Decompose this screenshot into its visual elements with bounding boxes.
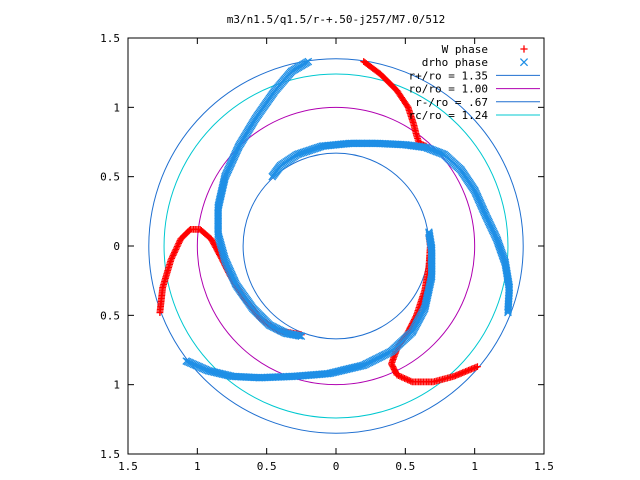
legend-swatch (519, 58, 529, 67)
legend-label: rc/ro = 1.24 (409, 109, 489, 122)
y-tick-label: 0.5 (100, 171, 120, 184)
legend-swatch (520, 45, 528, 53)
legend-label: ro/ro = 1.00 (409, 83, 488, 96)
x-tick-label: 0.5 (257, 460, 277, 473)
x-axis: 1.5 1 0.5 0 0.5 1 1.5 (118, 38, 554, 473)
x-tick-label: 1 (194, 460, 201, 473)
y-tick-label: 1.5 (100, 448, 120, 461)
data-series (156, 57, 514, 386)
circle-1 (196, 106, 476, 386)
chart-title: m3/n1.5/q1.5/r-+.50-j257/M7.0/512 (227, 13, 446, 26)
y-tick-label: 0 (113, 240, 120, 253)
y-tick-label: 1.5 (100, 32, 120, 45)
x-tick-label: 1.5 (118, 460, 138, 473)
legend-label: r+/ro = 1.35 (409, 69, 488, 82)
y-tick-label: 1 (113, 101, 120, 114)
x-tick-label: 0.5 (395, 460, 415, 473)
circle-3 (163, 73, 509, 419)
circle-2 (242, 152, 430, 340)
legend-label: drho phase (422, 56, 488, 69)
x-tick-label: 1 (471, 460, 478, 473)
series-1 (182, 57, 514, 382)
y-tick-label: 1 (113, 379, 120, 392)
y-tick-label: 0.5 (100, 309, 120, 322)
legend-label: r-/ro = .67 (415, 96, 488, 109)
series-1-arm-2 (268, 139, 514, 317)
series-1-arm-1 (182, 228, 436, 382)
series-1-arm-0 (214, 57, 313, 340)
legend-label: W phase (442, 43, 488, 56)
circle-0 (148, 58, 524, 434)
x-tick-label: 0 (333, 460, 340, 473)
y-axis: 1.5 1 0.5 0 0.5 1 1.5 (100, 32, 544, 461)
x-tick-label: 1.5 (534, 460, 554, 473)
